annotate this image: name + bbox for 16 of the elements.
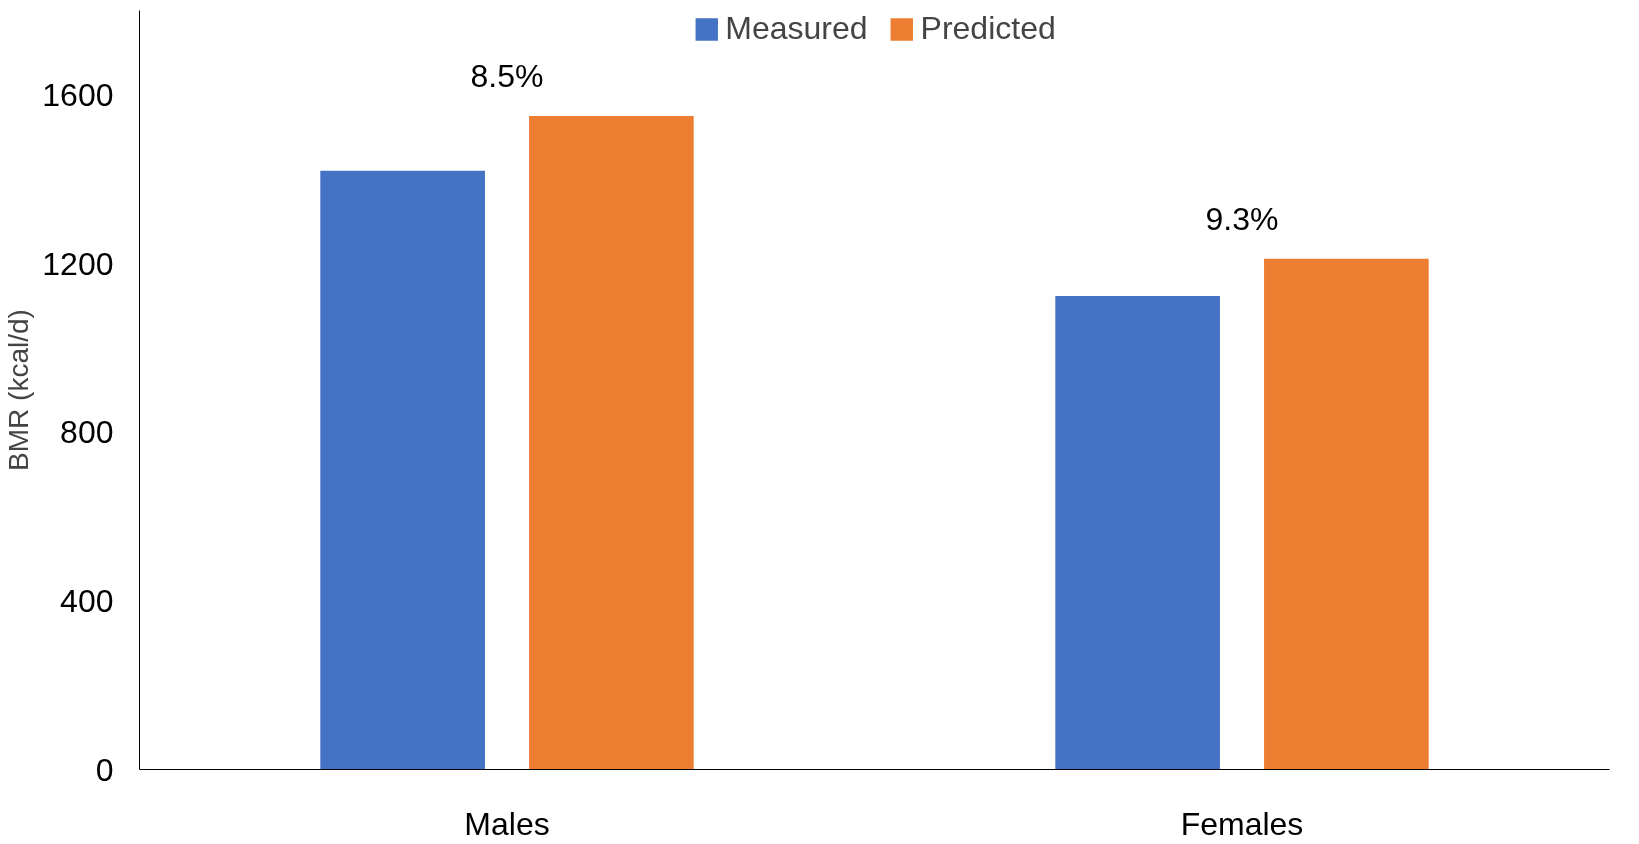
y-tick-label: 1200 xyxy=(42,245,114,282)
annotation: 9.3% xyxy=(1205,200,1279,237)
y-tick-label: 800 xyxy=(60,414,114,451)
annotation: 8.5% xyxy=(470,57,544,94)
bar xyxy=(1055,295,1220,770)
bar xyxy=(1264,258,1429,770)
x-tick-label: Females xyxy=(1180,805,1304,842)
y-tick-label: 400 xyxy=(60,582,114,619)
y-axis-title: BMR (kcal/d) xyxy=(3,309,35,471)
x-tick-label: Males xyxy=(464,805,550,842)
legend-label: Measured xyxy=(725,10,868,47)
y-tick-label: 1600 xyxy=(42,76,114,113)
bar xyxy=(529,115,694,770)
bar xyxy=(320,170,485,770)
legend-label: Predicted xyxy=(920,10,1056,47)
y-tick-label: 0 xyxy=(95,751,114,788)
